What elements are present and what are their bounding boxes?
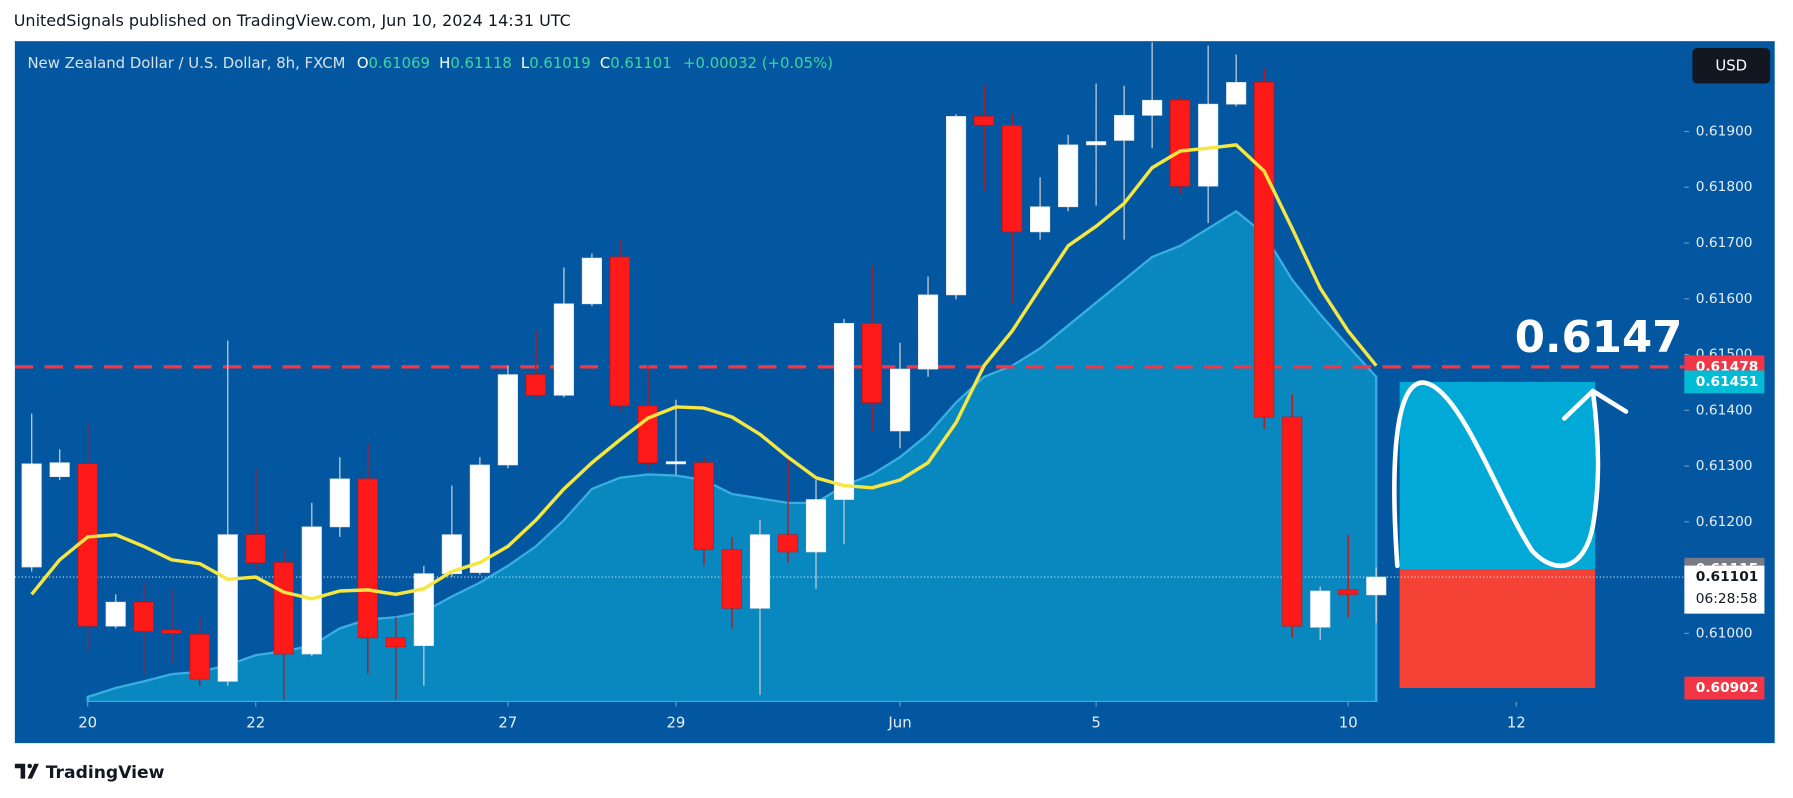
candle-body [1198, 103, 1219, 187]
legend-item: +0.00032 (+0.05%) [683, 54, 833, 72]
currency-button[interactable] [1692, 48, 1771, 84]
candle-body [413, 573, 434, 646]
candle-body [889, 368, 911, 432]
candle-body [301, 526, 322, 655]
candle-body [357, 478, 378, 639]
candle-body [974, 116, 995, 126]
candle-body [525, 374, 546, 396]
candle-body [1254, 82, 1275, 418]
candle-body [917, 294, 939, 370]
footer: TradingView [46, 763, 165, 783]
price-tag-label: 0.60902 [1696, 680, 1759, 696]
candle-body [385, 637, 406, 648]
y-tick-label: 0.61700 [1696, 235, 1753, 251]
candle-body [693, 462, 715, 551]
y-tick-label: 0.61200 [1696, 514, 1753, 530]
candle-body [1226, 82, 1247, 105]
candle-body [189, 634, 210, 680]
zone [1399, 569, 1596, 689]
candle-body [1114, 114, 1135, 141]
y-tick-label: 0.61000 [1696, 625, 1753, 641]
candle-body [945, 116, 967, 296]
y-tick-label: 0.61300 [1696, 458, 1753, 474]
legend-item: 0.61118 [450, 54, 511, 72]
legend-item: C [600, 54, 610, 72]
candle-body [133, 601, 154, 632]
candle-body [609, 256, 630, 407]
currency-label: USD [1715, 56, 1747, 74]
x-tick-label: 10 [1339, 714, 1358, 732]
price-tag [1684, 565, 1765, 614]
candle-body [1282, 416, 1303, 627]
x-tick-label: 5 [1091, 714, 1100, 732]
countdown: 06:28:58 [1696, 591, 1758, 607]
candle-body [833, 322, 855, 500]
candle-body [1142, 99, 1163, 116]
candle-body [105, 601, 126, 627]
candle-body [21, 463, 42, 568]
logo-icon [14, 763, 39, 779]
candle-body [581, 257, 602, 305]
candle-body [469, 464, 490, 573]
x-tick-label: 22 [246, 714, 265, 732]
candle-body [1002, 125, 1023, 233]
candle-body [749, 534, 771, 609]
candle-body [665, 461, 687, 465]
zone [1399, 381, 1596, 570]
candle-body [1310, 590, 1331, 628]
candle-body [497, 374, 518, 466]
y-tick-label: 0.61600 [1696, 291, 1753, 307]
x-tick-label: 27 [498, 714, 517, 732]
candle-body [861, 322, 883, 403]
candle-body [1030, 206, 1051, 233]
candle-body [1338, 589, 1359, 595]
legend: New Zealand Dollar / U.S. Dollar, 8h, FX… [27, 54, 833, 72]
candle-body [245, 534, 266, 563]
candle-body [441, 534, 462, 575]
candle-body [1366, 576, 1387, 596]
candle-body [329, 478, 350, 528]
candle-body [273, 562, 294, 655]
logo-dot [27, 763, 33, 769]
legend-item: New Zealand Dollar / U.S. Dollar, 8h, FX… [27, 54, 345, 72]
x-tick-label: 12 [1507, 714, 1526, 732]
drawn-curve [1392, 380, 1601, 569]
x-tick-label: 29 [666, 714, 685, 732]
header: UnitedSignals published on TradingView.c… [14, 11, 571, 30]
y-tick-label: 0.61800 [1696, 179, 1753, 195]
price-tag-label: 0.61101 [1696, 569, 1759, 585]
x-tick-label: Jun [887, 714, 911, 732]
legend-item: 0.61019 [529, 54, 590, 72]
legend-item: L [521, 54, 530, 72]
candle-body [553, 303, 574, 396]
footer-logo [14, 763, 39, 779]
candle-body [161, 629, 182, 634]
annotation: 0.6147 [1515, 313, 1683, 363]
moving-average [30, 143, 1378, 601]
price-tag [1684, 370, 1765, 394]
candle-body [217, 534, 238, 682]
candle-body [1058, 144, 1079, 208]
plot-area [14, 42, 1685, 702]
candle-body [777, 534, 799, 553]
x-tick-label: 20 [78, 714, 97, 732]
price-tag [1684, 676, 1765, 700]
legend-item: 0.61101 [610, 54, 671, 72]
legend-item: H [439, 54, 450, 72]
y-tick-label: 0.61400 [1696, 402, 1753, 418]
legend-item: 0.61069 [369, 54, 430, 72]
candle-body [1170, 99, 1191, 187]
legend-item: O [357, 54, 369, 72]
candle-body [805, 499, 827, 553]
candle-body [1086, 141, 1107, 146]
candle-body [721, 549, 743, 609]
candle-body [77, 463, 98, 627]
drawn-arrow [1562, 388, 1629, 421]
candle-body [49, 462, 70, 478]
y-tick-label: 0.61900 [1696, 123, 1753, 139]
price-tag-label: 0.61451 [1696, 374, 1759, 390]
plot [14, 42, 1685, 702]
